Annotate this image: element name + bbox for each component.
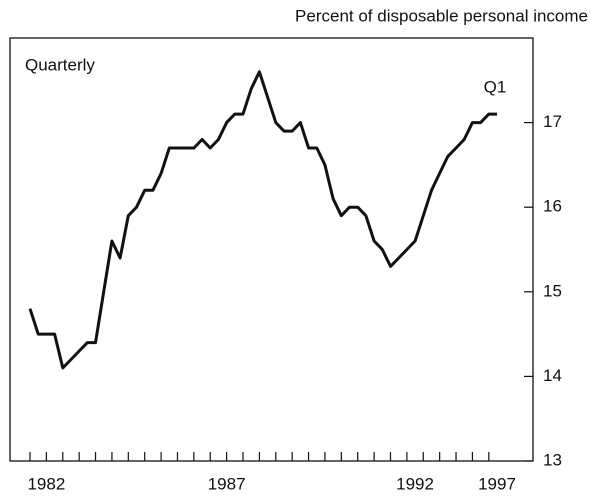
x-tick-label: 1997 [478, 474, 516, 493]
y-tick-label: 17 [543, 112, 562, 131]
annotation: Q1 [484, 78, 507, 97]
y-tick-label: 14 [543, 366, 562, 385]
plot-frame [9, 37, 534, 462]
annotation: Quarterly [25, 55, 95, 74]
y-tick-label: 15 [543, 281, 562, 300]
x-tick-label: 1987 [208, 474, 246, 493]
x-tick-label: 1982 [27, 474, 65, 493]
y-tick-label: 13 [543, 450, 562, 469]
x-tick-label: 1992 [396, 474, 434, 493]
chart-subtitle: Percent of disposable personal income [295, 6, 588, 25]
y-tick-label: 16 [543, 197, 562, 216]
line [28, 70, 497, 370]
